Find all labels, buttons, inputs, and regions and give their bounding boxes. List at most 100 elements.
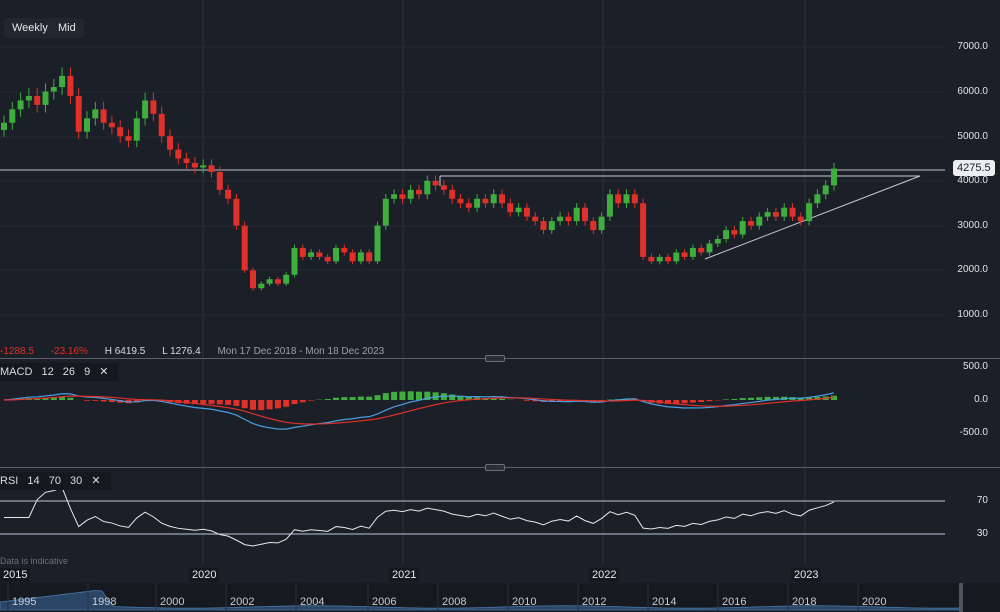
- candle: [573, 207, 580, 222]
- pane-resize-handle[interactable]: [485, 355, 505, 362]
- candle: [781, 207, 788, 217]
- navigator-handle: [959, 583, 963, 612]
- price-tick: 6000.0: [957, 86, 988, 97]
- macd-histogram-bar: [308, 400, 315, 401]
- rsi-param: 70: [48, 475, 61, 487]
- candle: [374, 225, 381, 262]
- price-tick: 5000.0: [957, 131, 988, 142]
- candle: [772, 212, 779, 217]
- price-tick: 4000.0: [957, 175, 988, 186]
- macd-histogram-bar: [225, 400, 232, 405]
- candle: [349, 252, 356, 262]
- candle: [540, 221, 547, 231]
- candle: [167, 136, 173, 150]
- macd-tick: 500.0: [962, 361, 988, 372]
- time-label: 2015: [0, 568, 31, 582]
- macd-histogram-bar: [349, 397, 356, 400]
- macd-histogram-bar: [723, 399, 730, 400]
- candle: [797, 216, 804, 222]
- change-value: -1288.5: [0, 346, 34, 357]
- navigator-area: [0, 590, 961, 611]
- close-macd-icon[interactable]: ✕: [99, 366, 109, 378]
- macd-histogram-bar: [291, 400, 298, 405]
- navigator-year-label: 2008: [442, 596, 467, 608]
- candle: [183, 158, 190, 164]
- weekly-button[interactable]: Weekly: [4, 18, 56, 38]
- candle: [357, 252, 364, 262]
- candle: [457, 198, 464, 204]
- rsi-param: 30: [70, 475, 83, 487]
- time-label: 2020: [189, 568, 220, 582]
- macd-tick: 0.0: [974, 394, 988, 405]
- price-tick: 1000.0: [957, 309, 988, 320]
- candle: [465, 203, 472, 208]
- macd-histogram-bar: [108, 400, 115, 403]
- candle: [92, 109, 99, 119]
- macd-histogram-bar: [731, 398, 738, 400]
- candle: [382, 198, 389, 226]
- macd-histogram-bar: [407, 391, 414, 400]
- macd-histogram-bar: [706, 400, 713, 402]
- candle: [266, 279, 273, 284]
- candle: [739, 221, 746, 235]
- candle: [440, 185, 447, 190]
- candle: [590, 221, 597, 231]
- macd-histogram-bar: [266, 400, 273, 410]
- navigator-year-label: 2014: [652, 596, 677, 608]
- macd-histogram-bar: [432, 392, 439, 400]
- macd-histogram-bar: [598, 400, 605, 401]
- candle: [250, 270, 256, 289]
- candle: [391, 194, 398, 199]
- rsi-tick: 70: [976, 495, 988, 506]
- candle: [748, 221, 754, 226]
- navigator-year-label: 2004: [300, 596, 325, 608]
- candle: [557, 216, 564, 222]
- candle: [283, 274, 290, 284]
- time-label: 2021: [389, 568, 420, 582]
- macd-histogram-bar: [233, 400, 240, 406]
- mid-button[interactable]: Mid: [50, 18, 84, 38]
- candle: [366, 252, 373, 262]
- candle: [698, 247, 705, 253]
- macd-histogram-bar: [764, 396, 771, 400]
- candle: [482, 198, 489, 204]
- candle: [681, 252, 688, 257]
- macd-histogram-bar: [341, 397, 348, 400]
- candle: [158, 113, 165, 137]
- pane-resize-handle[interactable]: [485, 464, 505, 471]
- date-range: Mon 17 Dec 2018 - Mon 18 Dec 2023: [217, 346, 385, 357]
- macd-param: 9: [84, 366, 91, 378]
- navigator-year-label: 1998: [92, 596, 117, 608]
- macd-histogram-bar: [772, 396, 779, 400]
- rsi-label: RSI: [0, 475, 19, 487]
- close-rsi-icon[interactable]: ✕: [91, 475, 101, 487]
- candle: [640, 203, 647, 257]
- candle: [689, 247, 696, 257]
- candle: [333, 247, 339, 262]
- candle: [175, 149, 182, 159]
- candle: [706, 243, 713, 253]
- candle: [150, 100, 157, 114]
- macd-histogram-bar: [50, 397, 57, 400]
- candle: [299, 247, 306, 257]
- candle: [1, 122, 7, 130]
- macd-histogram-bar: [84, 400, 90, 401]
- macd-histogram-bar: [689, 400, 696, 403]
- macd-param: 26: [62, 366, 76, 378]
- macd-histogram-bar: [499, 398, 505, 400]
- macd-histogram-bar: [274, 400, 281, 409]
- candle: [407, 189, 414, 199]
- macd-histogram-bar: [250, 400, 256, 410]
- macd-histogram-bar: [424, 391, 431, 400]
- navigator-year-label: 2018: [792, 596, 817, 608]
- navigator-year-label: 1995: [12, 596, 37, 608]
- macd-histogram-bar: [523, 400, 530, 401]
- macd-histogram-bar: [92, 400, 99, 401]
- change-percent: -23.16%: [50, 346, 88, 357]
- macd-histogram-bar: [673, 400, 680, 404]
- macd-histogram-bar: [324, 398, 331, 400]
- candle: [814, 194, 821, 204]
- candle: [714, 239, 721, 244]
- macd-histogram-bar: [208, 400, 215, 404]
